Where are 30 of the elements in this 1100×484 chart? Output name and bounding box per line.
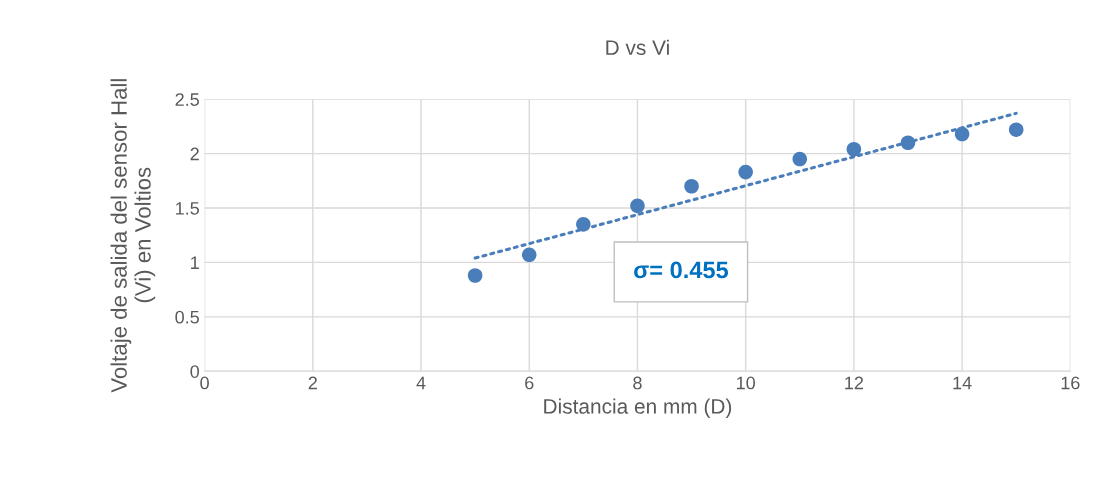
x-tick-label: 16: [1061, 376, 1080, 390]
x-tick-label: 12: [845, 376, 864, 390]
y-axis-title: Voltaje de salida del sensor Hall (Vi) en Voltios: [110, 79, 156, 393]
point: [900, 135, 916, 151]
x-tick-label: 10: [737, 376, 755, 390]
point: [521, 247, 537, 263]
point: [846, 141, 862, 157]
annotation: σ= 0.455: [634, 261, 729, 279]
y-tick-label: 0.5: [175, 310, 199, 324]
point: [792, 151, 808, 167]
y-tick-label: 0: [190, 365, 200, 378]
y-tick-label: 1.5: [176, 202, 199, 215]
y-tick-label: 2.5: [175, 93, 199, 106]
x-tick-label: 2: [308, 376, 317, 390]
x-tick-label: 6: [525, 376, 534, 390]
x-tick-label: 8: [633, 376, 642, 390]
y-tick-label: 1: [191, 256, 199, 269]
point: [954, 126, 970, 142]
point: [1008, 122, 1024, 137]
x-tick-label: 4: [416, 376, 426, 390]
x-tick-label: 14: [953, 376, 972, 390]
point: [684, 178, 699, 194]
point: [738, 164, 753, 180]
chart-title: D vs Vi: [606, 39, 669, 55]
point: [630, 198, 645, 214]
y-tick-label: 2: [190, 147, 199, 161]
point: [467, 268, 483, 283]
x-tick-label: 0: [200, 376, 209, 390]
x-axis-title: Distancia en mm (D): [544, 398, 732, 418]
point: [576, 217, 591, 232]
